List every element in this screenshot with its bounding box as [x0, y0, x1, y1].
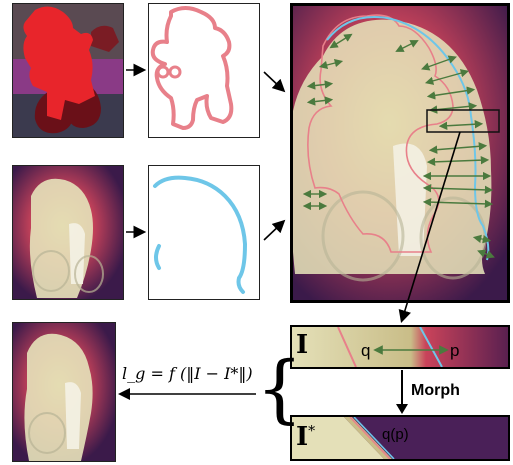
overlay-image: [293, 6, 507, 300]
overlay-panel: [290, 3, 510, 303]
q-p-arrow: [373, 345, 449, 355]
zoom-strip-I-star: [290, 415, 510, 461]
loss-arrow: [118, 388, 256, 400]
image-I-star-label: I*: [296, 422, 316, 452]
contour-image: [150, 6, 234, 130]
loss-formula: l_g = f (‖I − I*‖): [122, 364, 253, 383]
result-panel: [12, 322, 116, 462]
heatmap-image: [13, 166, 123, 299]
segmentation-mask-image: [13, 4, 123, 137]
curly-brace: {: [256, 346, 304, 432]
zoom-box: [426, 109, 500, 133]
morph-arrow: [396, 370, 408, 414]
point-p-label: p: [450, 341, 460, 360]
contour-panel: [148, 3, 260, 138]
result-image: [13, 323, 115, 461]
flow-arrow-edge-to-overlay: [263, 219, 286, 241]
heatmap-panel: [12, 165, 124, 300]
flow-arrow-contour-to-overlay: [263, 71, 286, 93]
edge-image: [153, 175, 248, 294]
edge-panel: [148, 165, 260, 300]
point-qp-label: q(p): [382, 426, 409, 443]
point-q-label: q: [361, 341, 371, 360]
image-I-label: I: [296, 330, 309, 360]
segmentation-mask-panel: [12, 3, 124, 138]
morph-label: Morph: [411, 382, 460, 399]
